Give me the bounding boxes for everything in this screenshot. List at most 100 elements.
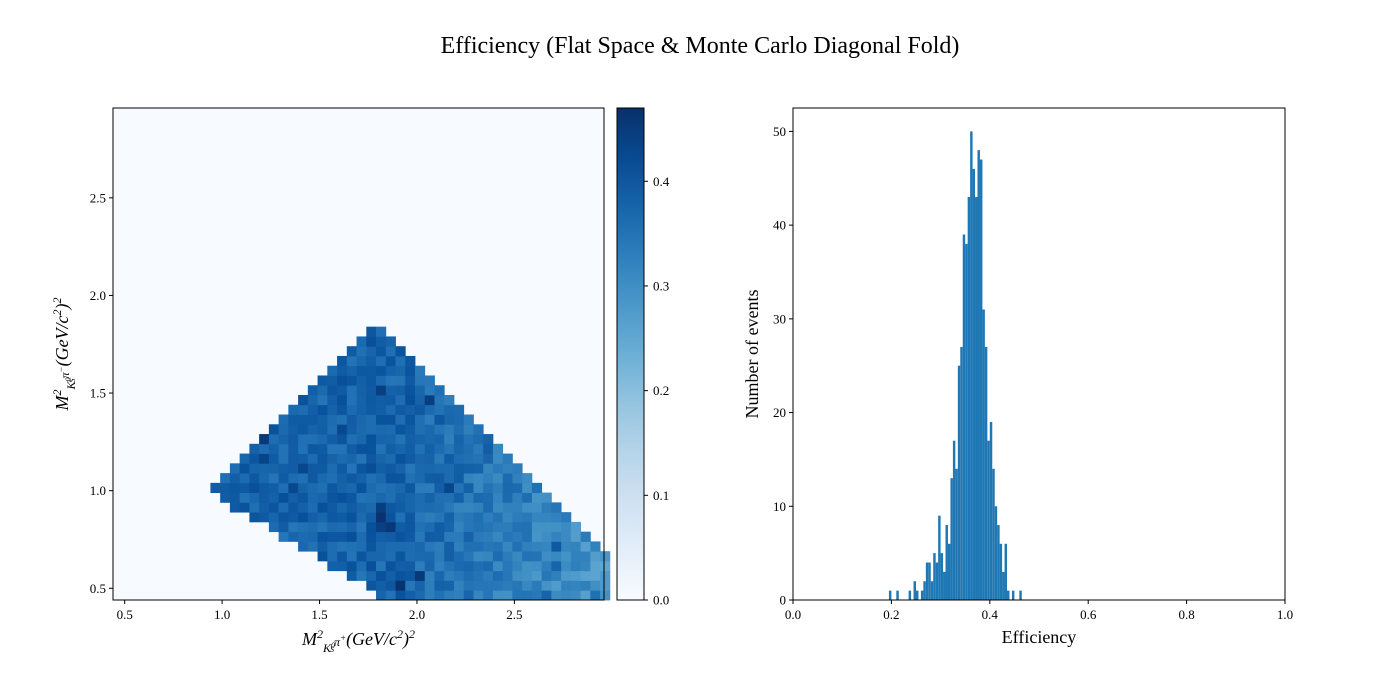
histogram-bar bbox=[977, 150, 980, 600]
heatmap-cell bbox=[512, 492, 523, 503]
heatmap-cell bbox=[502, 580, 513, 591]
heatmap-cell bbox=[405, 590, 416, 601]
histogram-bar bbox=[967, 197, 971, 600]
heatmap-y-ticks: 0.5 1.0 1.5 2.0 2.5 bbox=[90, 190, 113, 596]
heatmap-cell bbox=[424, 521, 435, 533]
heatmap-cell bbox=[317, 375, 328, 386]
colorbar-ticks: 0.0 0.1 0.2 0.3 0.4 bbox=[644, 174, 670, 608]
heatmap-cell bbox=[337, 375, 348, 386]
heatmap-cell bbox=[453, 473, 465, 484]
heatmap-cell bbox=[502, 482, 513, 494]
heatmap-cell bbox=[434, 502, 445, 513]
heatmap-cell bbox=[444, 414, 455, 425]
heatmap-cell bbox=[541, 502, 552, 513]
heatmap-cell bbox=[405, 521, 416, 533]
heatmap-cell bbox=[327, 473, 338, 484]
heatmap-cell bbox=[541, 570, 552, 581]
heatmap-cell bbox=[415, 434, 426, 445]
heatmap-cell bbox=[444, 404, 455, 415]
heatmap-cell bbox=[483, 580, 494, 591]
histogram-bar bbox=[1019, 590, 1022, 600]
heatmap-cell bbox=[473, 434, 484, 445]
heatmap-cell bbox=[346, 375, 357, 386]
heatmap-cell bbox=[492, 541, 504, 552]
heatmap-cell bbox=[278, 424, 289, 435]
heatmap-cell bbox=[473, 463, 484, 474]
heatmap-cell bbox=[512, 521, 523, 533]
heatmap-cell bbox=[395, 414, 406, 425]
heatmap-cell bbox=[346, 502, 357, 513]
heatmap-cell bbox=[473, 443, 484, 454]
heatmap-cell bbox=[356, 336, 367, 347]
heatmap-cell bbox=[366, 482, 377, 494]
heatmap-cell bbox=[356, 473, 367, 484]
heatmap-cell bbox=[307, 385, 318, 396]
histogram-bar bbox=[888, 590, 892, 600]
heatmap-cell bbox=[385, 453, 396, 464]
heatmap-cell bbox=[298, 434, 309, 445]
heatmap-x-axis-label: M2K0Sπ+(GeV/c2)2 bbox=[301, 627, 415, 655]
heatmap-cell bbox=[405, 570, 416, 581]
heatmap-cell bbox=[356, 512, 367, 523]
heatmap-panel: 0.5 1.0 1.5 2.0 2.5 0.5 1.0 1.5 2.0 2.5 M2K0Sπ+(… bbox=[50, 107, 611, 655]
heatmap-cell bbox=[317, 512, 328, 523]
heatmap-cell bbox=[268, 482, 280, 494]
heatmap-cell bbox=[346, 482, 357, 494]
heatmap-cell bbox=[415, 590, 426, 601]
histogram-panel: 0.0 0.2 0.4 0.6 0.8 1.0 0 10 20 30 40 50 Efficienc… bbox=[742, 107, 1293, 647]
heatmap-cell bbox=[327, 492, 338, 503]
histogram-x-tick-label: 0.4 bbox=[982, 607, 999, 622]
heatmap-cell bbox=[444, 551, 455, 562]
heatmap-cell bbox=[298, 482, 309, 494]
histogram-bar bbox=[923, 581, 926, 600]
heatmap-cell bbox=[483, 492, 494, 503]
histogram-x-ticks: 0.0 0.2 0.4 0.6 0.8 1.0 bbox=[785, 600, 1293, 622]
heatmap-cell bbox=[346, 551, 357, 562]
heatmap-cell bbox=[327, 365, 338, 376]
heatmap-cell bbox=[580, 541, 591, 552]
heatmap-cell bbox=[531, 492, 543, 503]
histogram-bar bbox=[925, 562, 929, 600]
heatmap-cell bbox=[395, 492, 406, 503]
heatmap-cell bbox=[502, 541, 513, 552]
heatmap-cell bbox=[405, 482, 416, 494]
heatmap-cell bbox=[434, 443, 445, 454]
heatmap-cell bbox=[561, 551, 572, 562]
heatmap-cell bbox=[502, 502, 513, 513]
colorbar-tick-label: 0.0 bbox=[653, 593, 669, 608]
heatmap-cell bbox=[229, 492, 241, 503]
heatmap-cell bbox=[492, 502, 504, 513]
histogram-y-tick-label: 10 bbox=[773, 499, 786, 514]
heatmap-cell bbox=[268, 512, 280, 523]
heatmap-cell bbox=[561, 560, 572, 572]
histogram-bar bbox=[935, 562, 939, 600]
heatmap-cell bbox=[395, 560, 406, 572]
heatmap-cell bbox=[327, 531, 338, 542]
heatmap-cell bbox=[317, 414, 328, 425]
heatmap-cell bbox=[434, 463, 445, 474]
heatmap-y-tick-label: 0.5 bbox=[90, 581, 106, 596]
heatmap-cell bbox=[415, 560, 426, 572]
heatmap-cell bbox=[288, 521, 299, 533]
heatmap-cell bbox=[346, 355, 357, 367]
histogram-y-tick-label: 30 bbox=[773, 311, 786, 326]
heatmap-cell bbox=[298, 443, 309, 454]
heatmap-cell bbox=[405, 395, 416, 406]
heatmap-cell bbox=[395, 443, 406, 454]
heatmap-cell bbox=[376, 492, 387, 503]
heatmap-cell bbox=[356, 434, 367, 445]
heatmap-cell bbox=[531, 541, 543, 552]
histogram-bar bbox=[943, 571, 946, 600]
heatmap-cell bbox=[376, 424, 387, 435]
heatmap-cell bbox=[278, 414, 289, 425]
heatmap-cell bbox=[395, 395, 406, 406]
heatmap-cell bbox=[434, 531, 445, 542]
heatmap-cell bbox=[444, 560, 455, 572]
heatmap-cell bbox=[307, 482, 318, 494]
heatmap-cell bbox=[395, 531, 406, 542]
heatmap-cell bbox=[434, 482, 445, 494]
heatmap-cell bbox=[444, 395, 455, 406]
heatmap-cell bbox=[366, 443, 377, 454]
heatmap-cell bbox=[327, 502, 338, 513]
histogram-bar bbox=[913, 581, 916, 600]
